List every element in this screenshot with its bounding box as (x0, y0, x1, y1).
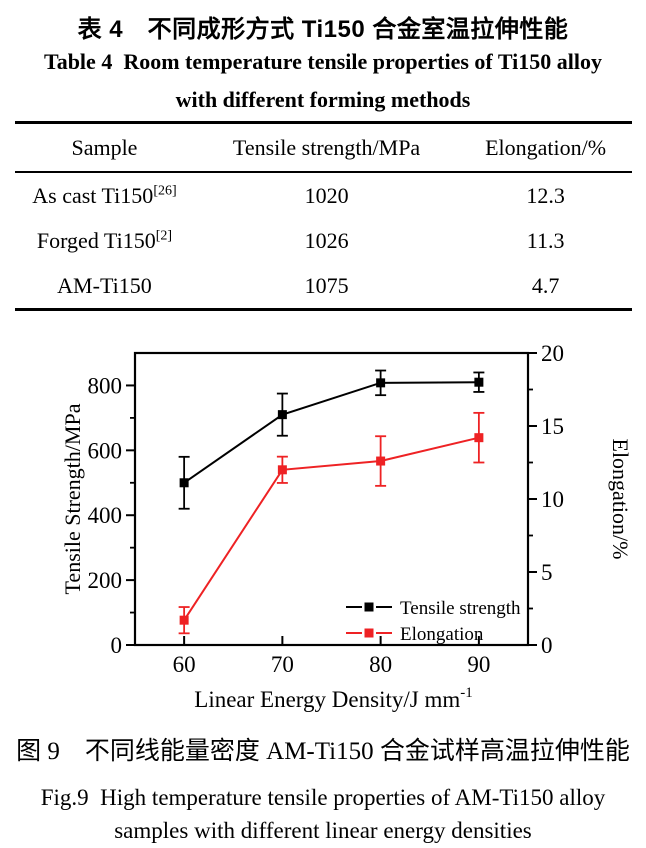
x-axis-tick-label: 70 (271, 652, 294, 677)
x-axis-tick-label: 90 (467, 652, 490, 677)
elongation-cell: 11.3 (526, 227, 565, 253)
reference-superscript: [26] (153, 183, 177, 199)
column-header-tensile-strength: Tensile strength/MPa (193, 122, 460, 173)
left-axis-title: Tensile Strength/MPa (60, 403, 85, 594)
sample-name: As cast Ti150 (32, 182, 154, 208)
column-header-sample: Sample (15, 122, 194, 173)
x-axis-tick-label: 60 (173, 652, 196, 677)
right-axis-tick-label: 5 (541, 560, 553, 585)
sample-cell: AM-Ti150 (15, 263, 194, 310)
tensile-strength-cell: 1026 (304, 227, 349, 253)
table-title-en-line2: with different forming methods (175, 87, 471, 112)
tensile-strength-cell: 1075 (304, 272, 349, 298)
data-point-marker-tensile-strength (277, 410, 287, 420)
legend-label: Tensile strength (400, 598, 521, 619)
data-point-marker-tensile-strength (474, 377, 484, 387)
table-title-cn: 表 4 不同成形方式 Ti150 合金室温拉伸性能 (77, 16, 569, 43)
right-axis-tick-label: 15 (541, 414, 564, 439)
series-line-tensile-strength (183, 381, 479, 484)
right-axis-tick-label: 10 (541, 487, 564, 512)
x-axis-tick-label: 80 (369, 652, 392, 677)
right-axis-tick-label: 20 (541, 341, 564, 366)
left-axis-tick-label: 600 (88, 438, 123, 463)
x-axis-title: Linear Energy Density/J mm-1 (194, 685, 472, 712)
right-axis-tick-label: 0 (541, 633, 553, 658)
data-point-marker-tensile-strength (376, 378, 386, 388)
sample-name: Forged Ti150 (36, 227, 156, 253)
figure-caption-en-line1: Fig.9 High temperature tensile propertie… (40, 785, 606, 810)
legend-marker (364, 602, 374, 612)
reference-superscript: [2] (155, 228, 173, 244)
figure-caption-en-line2: samples with different linear energy den… (114, 818, 532, 843)
table-row: Forged Ti150[2] 1026 11.3 (15, 218, 632, 263)
data-point-marker-elongation (474, 433, 484, 443)
legend-label: Elongation (400, 624, 484, 645)
sample-cell: As cast Ti150[26] (15, 172, 194, 218)
right-axis-title: Elongation/% (608, 439, 633, 560)
elongation-cell: 4.7 (531, 272, 560, 298)
sample-cell: Forged Ti150[2] (15, 218, 194, 263)
column-header-elongation: Elongation/% (459, 122, 632, 173)
left-axis-tick-label: 0 (111, 633, 123, 658)
left-axis-tick-label: 400 (88, 503, 123, 528)
figure-caption-cn: 图 9 不同线能量密度 AM-Ti150 合金试样高温拉伸性能 (16, 738, 630, 765)
tensile-strength-cell: 1020 (304, 182, 349, 208)
legend-marker (364, 628, 374, 638)
data-point-marker-tensile-strength (179, 478, 189, 488)
elongation-cell: 12.3 (526, 182, 565, 208)
series-line-elongation (183, 436, 480, 621)
properties-table: Sample Tensile strength/MPa Elongation/%… (15, 121, 632, 311)
data-point-marker-elongation (376, 456, 386, 466)
data-point-marker-elongation (277, 465, 287, 475)
table-title-en-line1: Table 4 Room temperature tensile propert… (44, 49, 602, 74)
left-axis-tick-label: 800 (88, 373, 123, 398)
table-header-row: Sample Tensile strength/MPa Elongation/% (15, 122, 632, 173)
table-row: As cast Ti150[26] 1020 12.3 (15, 172, 632, 218)
data-point-marker-elongation (179, 615, 189, 625)
table-row: AM-Ti150 1075 4.7 (15, 263, 632, 310)
sample-name: AM-Ti150 (57, 272, 152, 298)
left-axis-tick-label: 200 (88, 568, 123, 593)
